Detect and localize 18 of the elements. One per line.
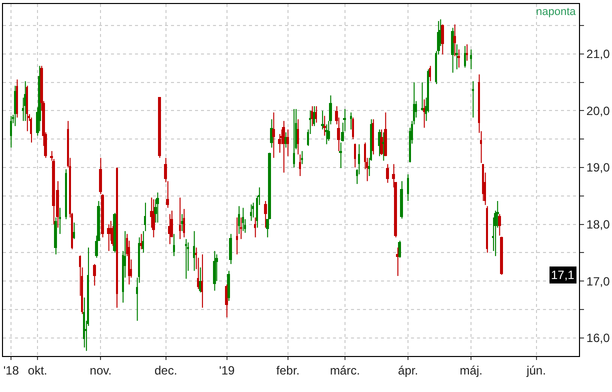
x-tick-label: máj. [460, 363, 482, 378]
x-tick-label: '18 [3, 363, 20, 378]
x-tick-label: jún. [526, 363, 546, 378]
x-tick-label: dec. [154, 363, 178, 378]
y-tick-label: 21,0 [586, 47, 610, 62]
x-tick-label: '19 [219, 363, 236, 378]
y-tick-label: 20,0 [586, 104, 610, 118]
x-tick-label: ápr. [398, 363, 418, 378]
y-tick-label: 17,0 [586, 274, 610, 288]
x-tick-label: okt. [28, 363, 48, 378]
y-tick-label: 16,0 [586, 331, 610, 346]
x-tick-label: márc. [330, 363, 360, 378]
annotation: naponta [536, 6, 577, 18]
x-tick-label: nov. [90, 363, 112, 378]
annotation: 17,1 [551, 268, 575, 282]
x-tick-label: febr. [276, 363, 300, 378]
y-tick-label: 19,0 [586, 160, 610, 175]
y-tick-label: 18,0 [586, 217, 610, 232]
